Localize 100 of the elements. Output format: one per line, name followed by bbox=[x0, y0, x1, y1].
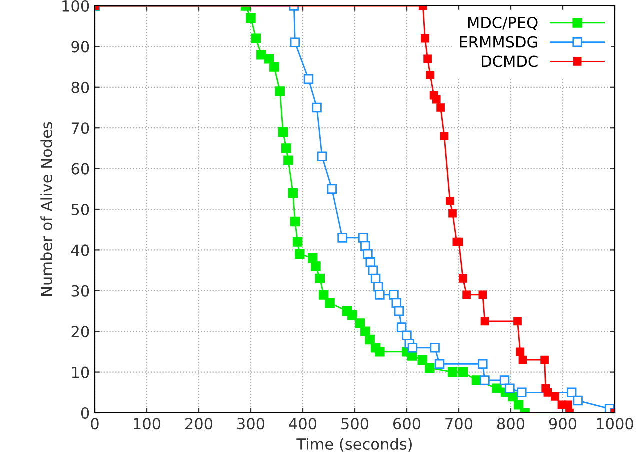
point bbox=[246, 13, 256, 24]
point bbox=[436, 104, 445, 112]
point bbox=[540, 356, 549, 364]
point bbox=[292, 237, 303, 247]
point bbox=[440, 132, 449, 140]
point bbox=[365, 334, 375, 345]
point bbox=[434, 359, 445, 370]
point bbox=[360, 241, 370, 251]
y-tick-label: 10 bbox=[72, 366, 90, 378]
point bbox=[275, 86, 285, 96]
point bbox=[315, 274, 326, 284]
x-tick-label: 600 bbox=[393, 418, 421, 430]
point bbox=[458, 367, 468, 378]
point bbox=[517, 388, 527, 398]
x-tick-label: 1000 bbox=[597, 418, 634, 430]
point bbox=[396, 322, 407, 332]
point bbox=[564, 400, 572, 410]
point bbox=[317, 152, 328, 162]
point bbox=[389, 290, 399, 300]
point bbox=[516, 348, 525, 356]
x-tick-label: 400 bbox=[289, 418, 317, 430]
point bbox=[355, 318, 366, 328]
y-tick-label: 100 bbox=[62, 0, 90, 12]
y-tick-label: 0 bbox=[81, 407, 90, 420]
y-tick-label: 80 bbox=[72, 82, 90, 94]
legend-label: DCMDC bbox=[482, 56, 538, 68]
point bbox=[348, 310, 358, 320]
point bbox=[282, 144, 292, 154]
point bbox=[358, 233, 368, 243]
x-tick-label: 700 bbox=[446, 418, 473, 430]
point bbox=[573, 396, 583, 406]
y-tick-label: 20 bbox=[72, 326, 90, 338]
point bbox=[432, 95, 441, 104]
point bbox=[284, 156, 294, 166]
point bbox=[500, 376, 510, 386]
x-tick-label: 300 bbox=[238, 418, 265, 430]
point bbox=[264, 54, 274, 64]
point bbox=[421, 34, 430, 43]
point bbox=[394, 306, 404, 316]
y-tick-label: 90 bbox=[72, 41, 90, 53]
point bbox=[311, 262, 321, 272]
point bbox=[425, 363, 435, 374]
point bbox=[312, 102, 322, 113]
x-tick-label: 500 bbox=[342, 418, 369, 430]
x-axis-title: Time (seconds) bbox=[296, 438, 412, 452]
x-tick-label: 0 bbox=[91, 418, 99, 430]
legend-label: ERMMSDG bbox=[460, 36, 538, 48]
legend-label: MDC/PEQ bbox=[468, 16, 538, 30]
point bbox=[270, 62, 280, 72]
point bbox=[288, 188, 298, 198]
point bbox=[480, 376, 490, 386]
point bbox=[514, 317, 522, 326]
point bbox=[338, 233, 348, 243]
point bbox=[290, 38, 300, 48]
point bbox=[518, 356, 528, 364]
y-tick-label: 30 bbox=[72, 285, 90, 297]
point bbox=[458, 274, 468, 283]
point bbox=[514, 400, 524, 410]
point bbox=[318, 290, 329, 300]
y-axis-title: Number of Alive Nodes bbox=[40, 122, 52, 296]
x-tick-label: 100 bbox=[134, 418, 161, 430]
point bbox=[290, 216, 300, 227]
point bbox=[566, 388, 577, 398]
y-tick-label: 60 bbox=[72, 163, 90, 175]
point bbox=[430, 343, 440, 353]
point bbox=[363, 249, 373, 260]
point bbox=[304, 74, 314, 84]
point bbox=[424, 54, 432, 64]
point bbox=[505, 384, 515, 394]
point bbox=[375, 347, 385, 357]
y-tick-label: 70 bbox=[72, 122, 90, 134]
point bbox=[408, 343, 418, 353]
point bbox=[368, 266, 378, 276]
point bbox=[448, 209, 457, 218]
point bbox=[448, 367, 458, 378]
point bbox=[295, 249, 305, 260]
point bbox=[256, 50, 266, 60]
point bbox=[544, 388, 552, 397]
point bbox=[327, 184, 337, 194]
point bbox=[418, 355, 428, 365]
point bbox=[478, 290, 488, 300]
y-tick-label: 40 bbox=[71, 244, 90, 256]
x-tick-label: 900 bbox=[549, 418, 577, 430]
y-tick-label: 50 bbox=[72, 204, 90, 216]
point bbox=[366, 258, 376, 268]
point bbox=[492, 384, 502, 394]
point bbox=[375, 290, 385, 300]
point bbox=[462, 290, 471, 300]
point bbox=[446, 197, 454, 206]
point bbox=[325, 298, 335, 308]
point bbox=[551, 392, 560, 401]
x-tick-label: 200 bbox=[186, 418, 213, 430]
point bbox=[478, 359, 488, 370]
point bbox=[426, 71, 435, 80]
point bbox=[278, 127, 288, 138]
point bbox=[392, 298, 402, 308]
point bbox=[360, 326, 370, 336]
x-tick-label: 800 bbox=[497, 418, 525, 430]
point bbox=[251, 34, 262, 44]
point bbox=[480, 317, 490, 326]
